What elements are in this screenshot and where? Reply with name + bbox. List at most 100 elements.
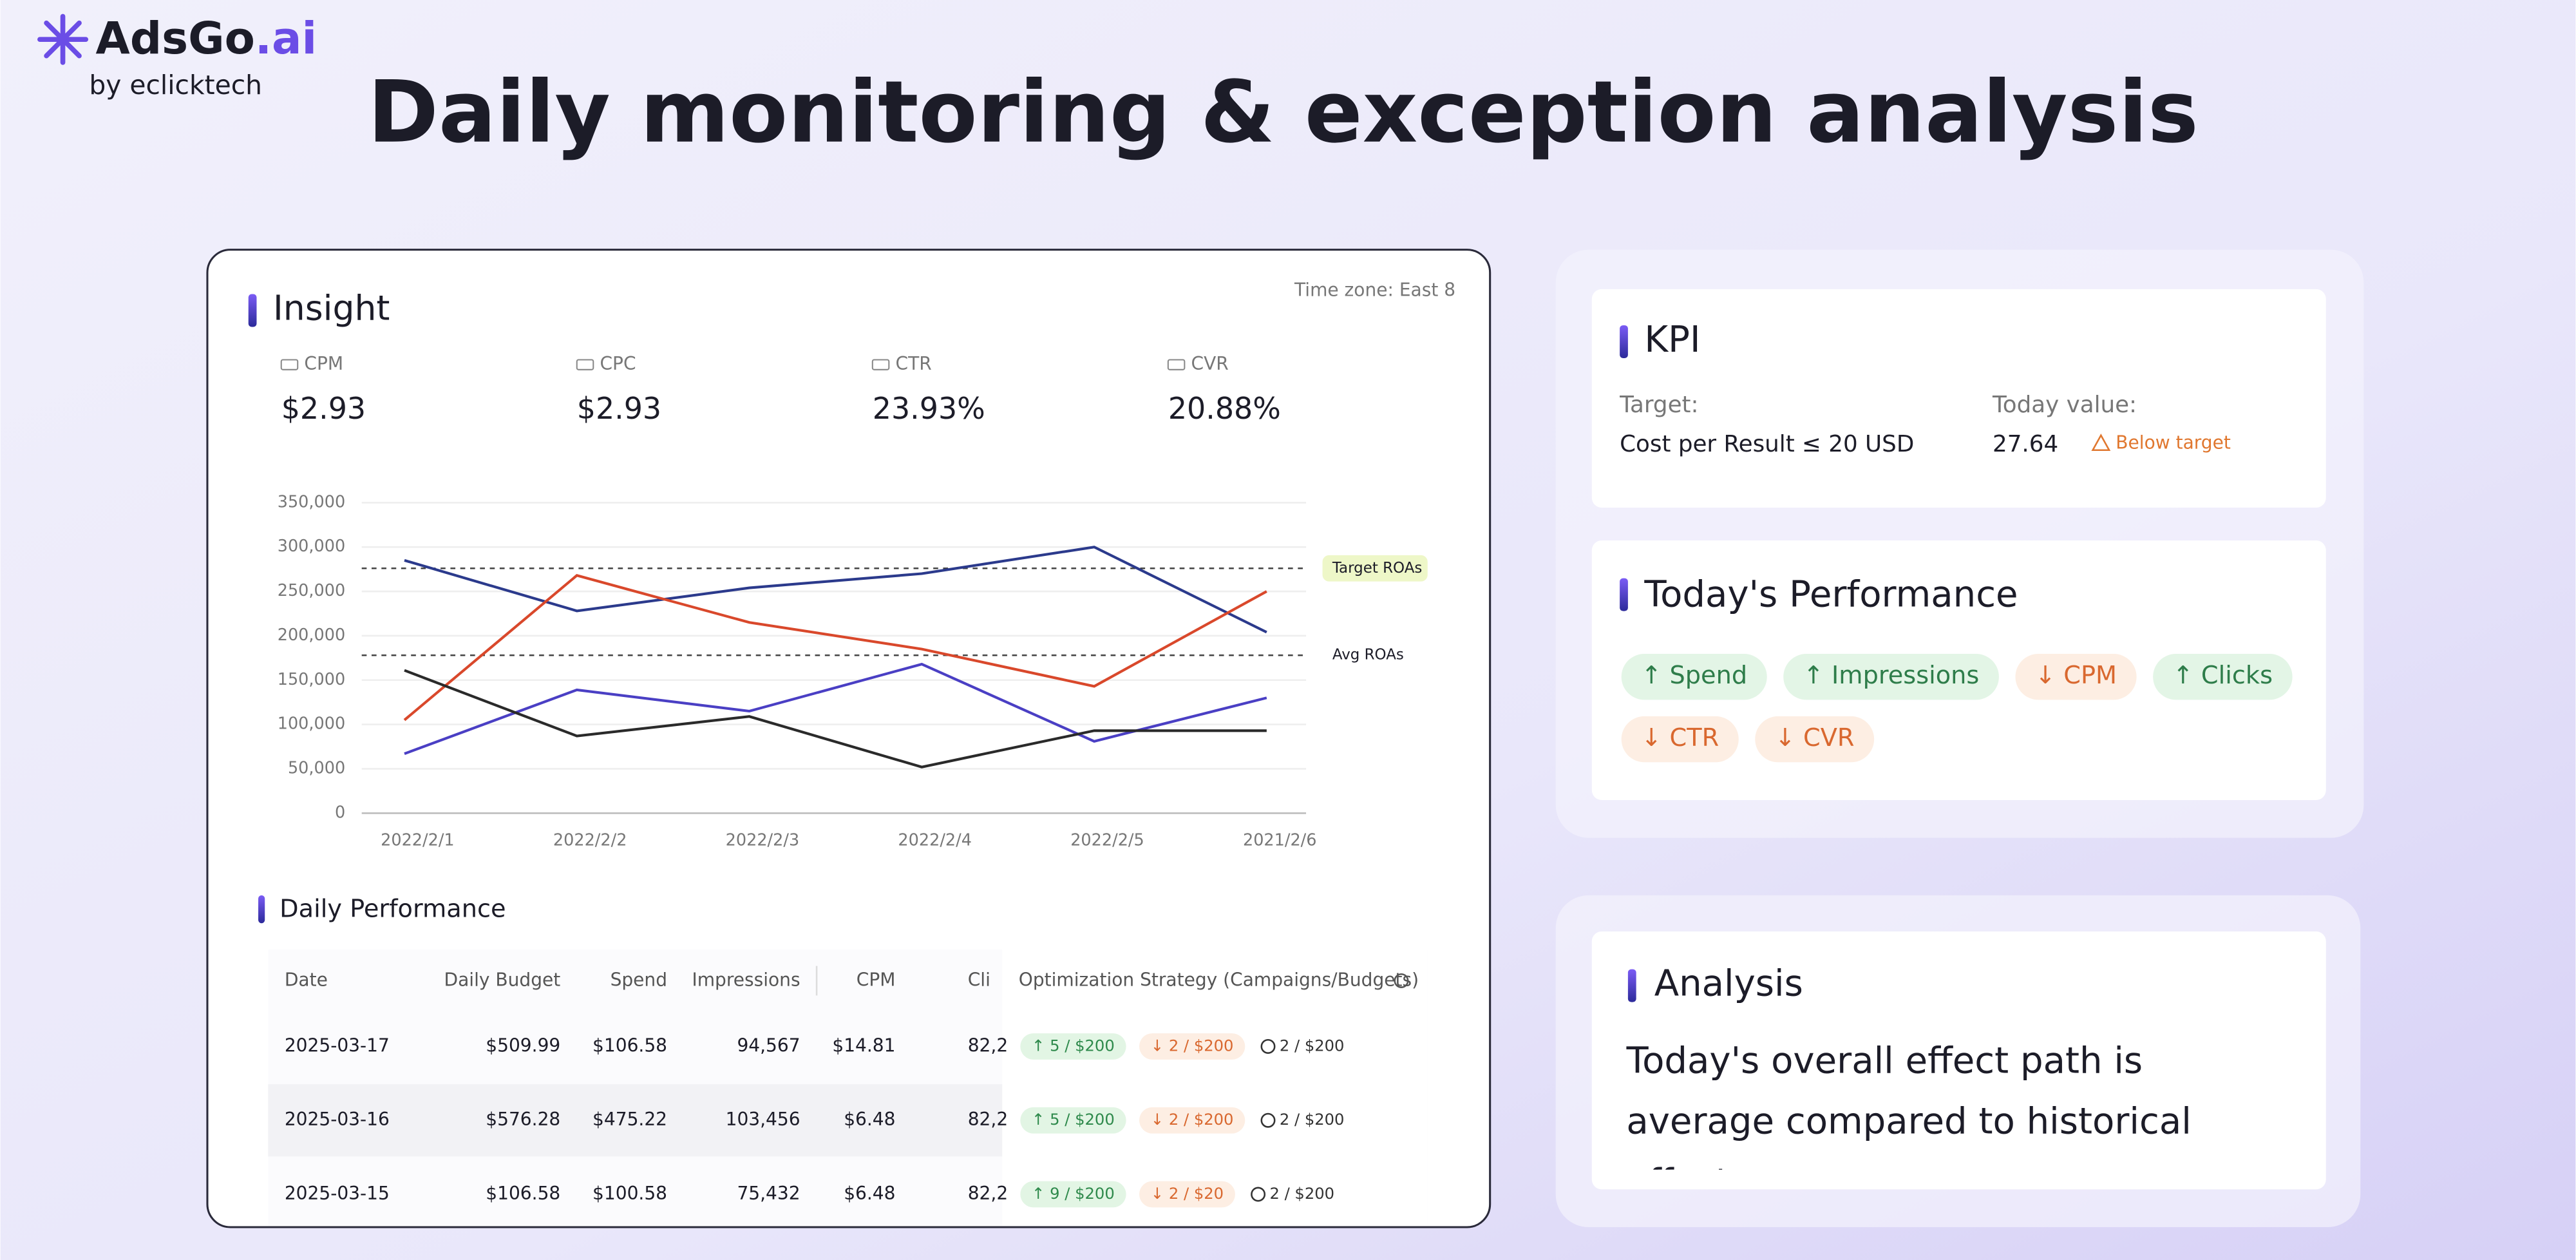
accent [1620, 578, 1628, 611]
y-tick-label: 100,000 [278, 714, 345, 734]
strategy-text: 2 / $200 [1280, 1036, 1345, 1055]
strategy-icon [1260, 1038, 1276, 1054]
reference-label-bg [1322, 555, 1428, 582]
brand-name: AdsGo [96, 13, 255, 64]
analysis-box: Today's overall effect path is average c… [1626, 1041, 2192, 1170]
x-tick-label: 2022/2/2 [553, 831, 627, 850]
y-tick-label: 250,000 [278, 581, 345, 600]
analysis-title: Analysis [1654, 963, 1803, 1005]
metric-label: CPC [600, 353, 636, 374]
x-tick-label: 2022/2/1 [381, 831, 455, 850]
insight-content: Insight Time zone: East 8 Daily Performa… [248, 279, 1455, 1226]
table-cell: $475.22 [592, 1109, 667, 1130]
strategy-tag [1139, 1033, 1245, 1060]
strategy-tag [1020, 1107, 1126, 1134]
table-cell: $106.58 [592, 1035, 667, 1056]
table-cell: 2025-03-17 [285, 1035, 390, 1056]
performance-tag [2153, 653, 2293, 700]
metric-value: $2.93 [281, 391, 366, 426]
x-tick-label: 2022/2/5 [1070, 831, 1144, 850]
strategy-text: ↓ 2 / $200 [1151, 1111, 1234, 1129]
x-tick-label: 2021/2/6 [1243, 831, 1317, 850]
target-label: Target: [1619, 392, 1698, 418]
logo-icon [37, 14, 89, 65]
column-header: Daily Budget [444, 969, 560, 990]
y-tick-label: 200,000 [278, 625, 345, 645]
performance-tag-label: ↓ CTR [1641, 723, 1719, 752]
performance-tag-label: ↑ Spend [1641, 661, 1747, 690]
metric-icon [871, 359, 890, 370]
today-label: Today value: [1992, 392, 2137, 418]
x-tick-label: 2022/2/3 [726, 831, 800, 850]
metric-value: 20.88% [1168, 391, 1281, 426]
warning-icon [2091, 434, 2111, 452]
strategy-column [1002, 950, 1428, 1226]
series-line [404, 546, 1267, 634]
strategy-text: 2 / $200 [1269, 1185, 1334, 1203]
column-header: Spend [611, 969, 667, 990]
table-title: Daily Performance [279, 894, 506, 923]
insight-title: Insight [273, 288, 390, 329]
strategy-text: ↑ 5 / $200 [1032, 1036, 1115, 1055]
accent [248, 294, 257, 327]
performance-title: Today's Performance [1643, 573, 2018, 615]
series-line [404, 669, 1267, 768]
metric-icon [576, 359, 594, 370]
table-cell: 82,2 [968, 1035, 1008, 1056]
metric-icon [1167, 359, 1186, 370]
performance-tag [1783, 653, 1999, 700]
strategy-text: ↓ 2 / $200 [1151, 1036, 1234, 1055]
table-cell: $6.48 [844, 1183, 895, 1204]
brand-suffix: .ai [255, 13, 317, 64]
strategy-tag [1139, 1107, 1245, 1134]
strategy-icon [1260, 1112, 1276, 1128]
analysis-text: Today's overall effect path is average c… [1626, 1041, 2192, 1170]
table-cell: 82,2 [968, 1183, 1008, 1204]
metric-value: 23.93% [873, 391, 985, 426]
strategy-text: ↑ 9 / $200 [1032, 1185, 1115, 1203]
metric-label: CTR [896, 353, 932, 374]
kpi-status: Below target [2116, 432, 2231, 453]
metric-value: $2.93 [577, 391, 661, 426]
analysis-card [1591, 931, 2326, 1190]
performance-tag-label: ↓ CVR [1775, 723, 1855, 752]
performance-tags: ↑ Spend ↑ Impressions ↓ CPM ↑ Clicks ↓ CTR ↓ … [1621, 653, 2293, 763]
table-cell: 103,456 [726, 1109, 800, 1130]
strategy-header: Optimization Strategy (Campaigns/Budgets… [1019, 969, 1419, 990]
reference-label: Avg ROAs [1332, 647, 1404, 663]
performance-tag [1621, 653, 1767, 700]
kpi-card [1591, 289, 2326, 508]
y-tick-label: 150,000 [278, 670, 345, 689]
y-tick-label: 300,000 [278, 537, 345, 556]
target: Cost per Result ≤ 20 USD [1620, 431, 1914, 457]
table-cell: 2025-03-16 [285, 1109, 390, 1130]
strategy-text: ↑ 5 / $200 [1032, 1111, 1115, 1129]
table-cell: $106.58 [486, 1183, 560, 1204]
performance-tag [2015, 653, 2137, 700]
metric-icon [280, 359, 299, 370]
table-cell: $6.48 [844, 1109, 895, 1130]
info-icon [1394, 973, 1409, 988]
column-header: Date [285, 969, 328, 990]
table-cell: $100.58 [592, 1183, 667, 1204]
table-cell: 94,567 [737, 1035, 800, 1056]
y-tick-label: 0 [335, 803, 345, 822]
metric-label: CVR [1191, 353, 1229, 374]
performance-tag-label: ↑ Clicks [2173, 661, 2273, 690]
strategy-text: 2 / $200 [1280, 1111, 1345, 1129]
table-cell: $509.99 [486, 1035, 560, 1056]
accent [1627, 969, 1636, 1002]
strategy-text: ↓ 2 / $20 [1151, 1185, 1224, 1203]
timezone: Time zone: East 8 [1294, 279, 1455, 300]
table-cell: 82,2 [968, 1109, 1008, 1130]
strategy-tag [1020, 1181, 1126, 1208]
series-line [403, 574, 1267, 721]
kpi-title: KPI [1644, 319, 1700, 361]
column-header: Cli [968, 969, 990, 990]
y-tick-label: 50,000 [288, 758, 345, 778]
table-cell: $576.28 [486, 1109, 560, 1130]
page-title: Daily monitoring & exception analysis [368, 63, 2199, 162]
accent [1620, 325, 1628, 358]
